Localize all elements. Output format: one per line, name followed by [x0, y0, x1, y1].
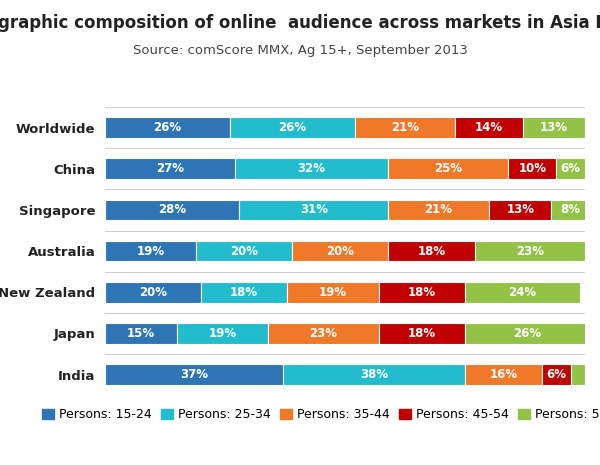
Bar	[292, 241, 388, 261]
Text: 14%: 14%	[475, 121, 503, 134]
Bar	[105, 199, 239, 220]
Bar	[571, 365, 585, 385]
Bar	[465, 323, 590, 344]
Text: 20%: 20%	[139, 286, 167, 299]
Bar	[523, 117, 585, 138]
Bar	[105, 323, 177, 344]
Bar	[455, 117, 523, 138]
Text: 19%: 19%	[137, 245, 164, 258]
Text: Source: comScore MMX, Ag 15+, September 2013: Source: comScore MMX, Ag 15+, September …	[133, 44, 467, 57]
Text: 26%: 26%	[278, 121, 306, 134]
Bar	[379, 282, 465, 303]
Text: 21%: 21%	[391, 121, 419, 134]
Text: 23%: 23%	[310, 327, 337, 340]
Bar	[239, 199, 388, 220]
Text: 25%: 25%	[434, 162, 462, 175]
Text: 37%: 37%	[180, 368, 208, 381]
Bar	[235, 159, 388, 179]
Text: 26%: 26%	[154, 121, 181, 134]
Bar	[230, 117, 355, 138]
Text: 8%: 8%	[560, 203, 581, 216]
Text: 18%: 18%	[408, 286, 436, 299]
Text: 20%: 20%	[326, 245, 354, 258]
Text: 16%: 16%	[490, 368, 517, 381]
Text: Demographic composition of online  audience across markets in Asia Pacific: Demographic composition of online audien…	[0, 14, 600, 32]
Bar	[556, 159, 585, 179]
Text: 24%: 24%	[509, 286, 536, 299]
Legend: Persons: 15-24, Persons: 25-34, Persons: 35-44, Persons: 45-54, Persons: 55+: Persons: 15-24, Persons: 25-34, Persons:…	[37, 403, 600, 426]
Bar	[388, 241, 475, 261]
Text: 19%: 19%	[319, 286, 347, 299]
Bar	[379, 323, 465, 344]
Bar	[508, 159, 556, 179]
Text: 18%: 18%	[418, 245, 445, 258]
Bar	[201, 282, 287, 303]
Bar	[105, 282, 201, 303]
Text: 32%: 32%	[298, 162, 325, 175]
Bar	[268, 323, 379, 344]
Text: 20%: 20%	[230, 245, 258, 258]
Text: 18%: 18%	[408, 327, 436, 340]
Bar	[283, 365, 465, 385]
Bar	[388, 159, 508, 179]
Bar	[551, 199, 590, 220]
Bar	[105, 117, 230, 138]
Bar	[105, 159, 235, 179]
Text: 10%: 10%	[518, 162, 546, 175]
Text: 13%: 13%	[540, 121, 568, 134]
Text: 27%: 27%	[156, 162, 184, 175]
Text: 38%: 38%	[360, 368, 388, 381]
Text: 21%: 21%	[425, 203, 452, 216]
Text: 19%: 19%	[209, 327, 236, 340]
Text: 6%: 6%	[546, 368, 566, 381]
Text: 26%: 26%	[514, 327, 541, 340]
Text: 13%: 13%	[506, 203, 534, 216]
Text: 31%: 31%	[300, 203, 328, 216]
Bar	[355, 117, 455, 138]
Text: 18%: 18%	[230, 286, 258, 299]
Text: 23%: 23%	[516, 245, 544, 258]
Bar	[105, 241, 196, 261]
Bar	[177, 323, 268, 344]
Bar	[489, 199, 551, 220]
Text: 28%: 28%	[158, 203, 186, 216]
Bar	[287, 282, 379, 303]
Text: 15%: 15%	[127, 327, 155, 340]
Text: 6%: 6%	[560, 162, 581, 175]
Bar	[465, 365, 542, 385]
Bar	[465, 282, 580, 303]
Bar	[475, 241, 585, 261]
Bar	[196, 241, 292, 261]
Bar	[542, 365, 571, 385]
Bar	[105, 365, 283, 385]
Bar	[388, 199, 489, 220]
